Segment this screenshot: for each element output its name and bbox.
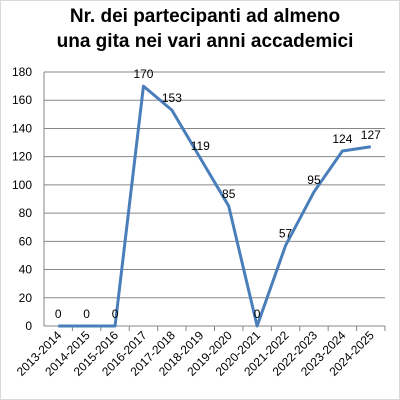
data-label: 57 <box>279 227 293 241</box>
data-label: 0 <box>83 307 90 321</box>
y-tick-label: 60 <box>19 234 33 248</box>
y-tick-label: 40 <box>19 263 33 277</box>
y-tick-label: 120 <box>12 150 32 164</box>
data-label: 153 <box>162 91 182 105</box>
chart-title: Nr. dei partecipanti ad almeno <box>70 6 340 27</box>
chart-title: una gita nei vari anni accademici <box>57 31 354 52</box>
data-label: 124 <box>332 132 352 146</box>
y-tick-label: 100 <box>12 178 32 192</box>
data-label: 119 <box>191 139 210 153</box>
data-label: 0 <box>254 307 261 321</box>
data-label: 127 <box>361 128 381 142</box>
y-tick-label: 180 <box>12 65 32 79</box>
y-tick-label: 140 <box>12 121 32 135</box>
y-tick-label: 80 <box>19 206 33 220</box>
data-label: 95 <box>307 173 321 187</box>
data-label: 170 <box>133 67 153 81</box>
data-label: 85 <box>222 187 236 201</box>
line <box>58 84 372 328</box>
data-label: 0 <box>55 307 62 321</box>
y-tick-label: 20 <box>19 291 33 305</box>
y-tick-label: 160 <box>12 93 32 107</box>
data-label: 0 <box>112 307 119 321</box>
y-tick-label: 0 <box>25 319 32 333</box>
